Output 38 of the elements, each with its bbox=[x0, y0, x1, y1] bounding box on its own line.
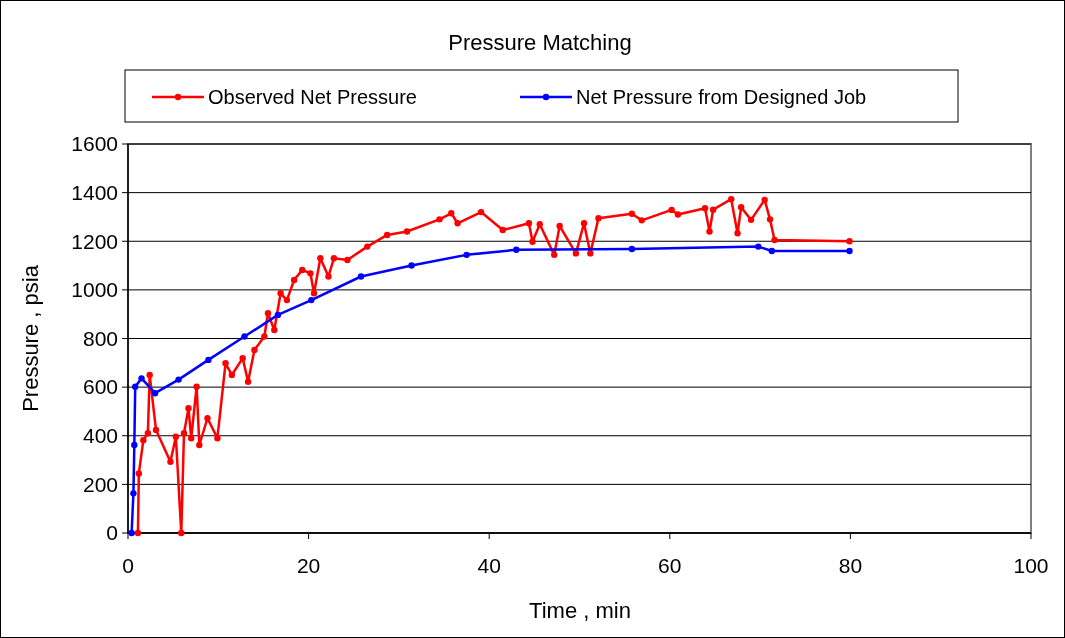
y-axis-title: Pressure , psia bbox=[18, 264, 43, 412]
y-tick-label: 200 bbox=[82, 472, 118, 496]
y-tick-label: 1200 bbox=[71, 229, 118, 253]
x-tick-label: 60 bbox=[658, 554, 682, 577]
x-axis-title: Time , min bbox=[529, 598, 631, 623]
x-tick-label: 0 bbox=[122, 554, 134, 577]
point bbox=[138, 375, 145, 382]
point bbox=[408, 262, 415, 269]
x-tick-label: 80 bbox=[838, 554, 863, 577]
y-tick-label: 1000 bbox=[71, 278, 118, 302]
x-tick-label: 40 bbox=[477, 554, 501, 577]
point bbox=[846, 247, 853, 255]
point bbox=[513, 246, 520, 253]
point bbox=[628, 245, 636, 253]
point bbox=[357, 273, 365, 280]
point bbox=[132, 383, 139, 390]
point bbox=[205, 356, 212, 364]
point bbox=[308, 296, 315, 304]
y-tick-label: 1600 bbox=[71, 132, 118, 156]
y-tick-label: 400 bbox=[82, 424, 118, 448]
y-tick-label: 800 bbox=[82, 326, 118, 350]
point bbox=[151, 390, 159, 397]
point bbox=[175, 376, 182, 383]
point bbox=[130, 490, 137, 497]
chart-title: Pressure Matching bbox=[448, 30, 632, 55]
point bbox=[241, 333, 248, 340]
point bbox=[463, 251, 470, 259]
x-tick-label: 20 bbox=[296, 554, 321, 577]
x-tick-label: 100 bbox=[1013, 554, 1049, 577]
y-tick-label: 0 bbox=[106, 521, 118, 545]
point bbox=[274, 311, 282, 319]
point bbox=[768, 247, 776, 255]
y-tick-label: 600 bbox=[82, 375, 118, 399]
legend-label: Observed Net Pressure bbox=[208, 86, 417, 108]
legend-label: Net Pressure from Designed Job bbox=[576, 86, 867, 108]
y-tick-label: 1400 bbox=[71, 180, 118, 204]
point bbox=[755, 243, 762, 250]
point bbox=[131, 441, 138, 449]
